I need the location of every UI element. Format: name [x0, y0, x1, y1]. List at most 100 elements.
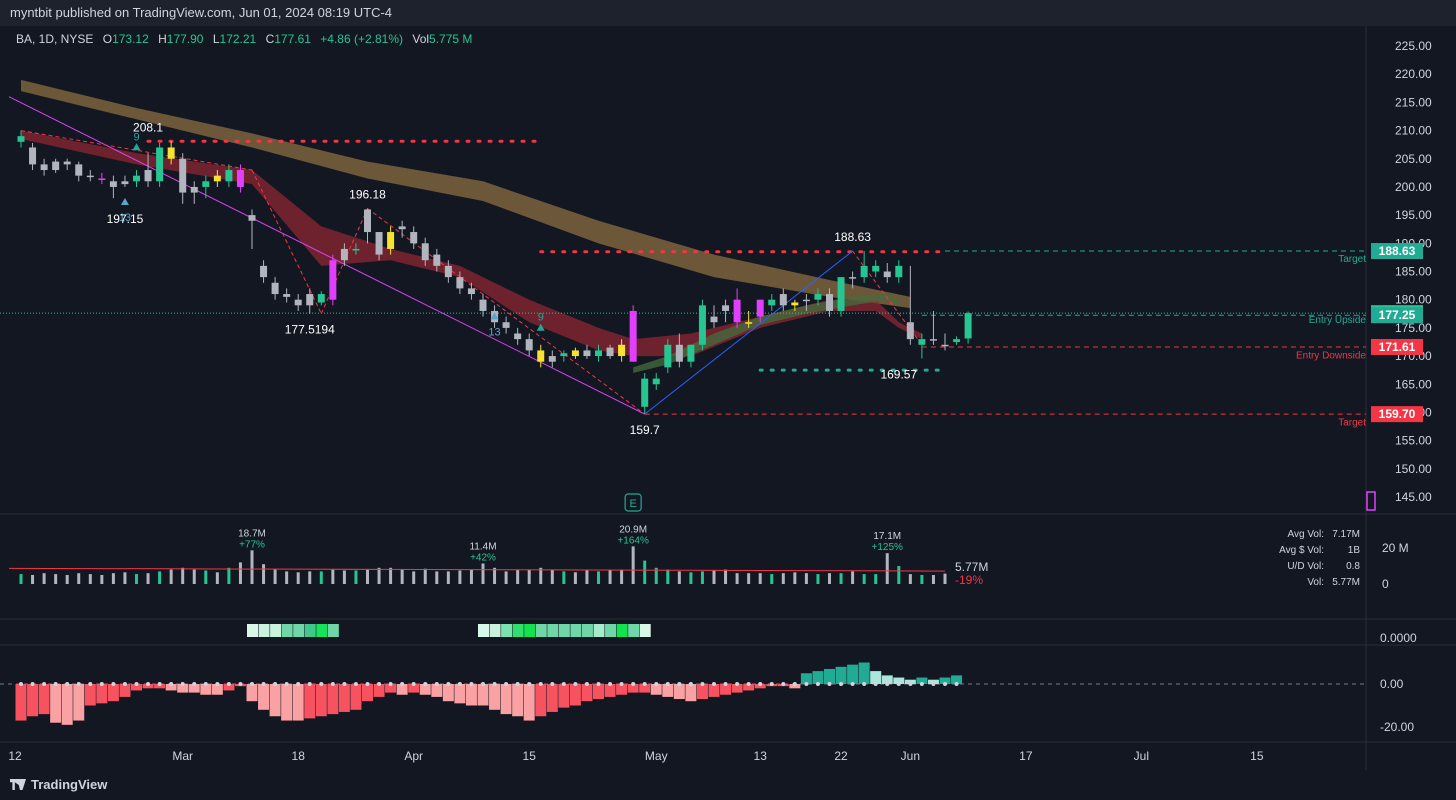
squeeze-dot — [122, 682, 127, 686]
candle-body[interactable] — [849, 277, 857, 279]
volume-bar — [100, 575, 104, 584]
candle-body[interactable] — [410, 232, 418, 244]
candle-body[interactable] — [571, 350, 579, 357]
candle-body[interactable] — [652, 378, 660, 385]
candle-body[interactable] — [329, 260, 337, 300]
candle-body[interactable] — [121, 181, 129, 185]
candle-body[interactable] — [75, 164, 83, 176]
squeeze-dot — [908, 682, 913, 686]
candle-body[interactable] — [791, 302, 799, 306]
candle-body[interactable] — [595, 350, 602, 357]
candle-body[interactable] — [352, 248, 360, 251]
candle-body[interactable] — [225, 170, 233, 182]
candle-body[interactable] — [202, 181, 210, 187]
candle-body[interactable] — [941, 344, 949, 347]
candle-body[interactable] — [514, 333, 522, 340]
candle-body[interactable] — [629, 310, 637, 362]
candle-body[interactable] — [502, 322, 510, 328]
candle-body[interactable] — [479, 299, 487, 311]
candle-body[interactable] — [109, 181, 117, 187]
oscillator-bar — [824, 668, 835, 684]
ohlc-legend: BA, 1D, NYSE O173.12 H177.90 L172.21 C17… — [16, 32, 478, 46]
candle-body[interactable] — [826, 294, 833, 311]
candle-body[interactable] — [583, 350, 591, 357]
candle-body[interactable] — [929, 339, 937, 341]
squeeze-dot — [481, 682, 485, 686]
candle-body[interactable] — [745, 322, 753, 324]
candle-body[interactable] — [52, 161, 60, 171]
candle-body[interactable] — [768, 299, 776, 306]
candle-body[interactable] — [271, 282, 279, 295]
candle-body[interactable] — [236, 170, 244, 187]
candle-body[interactable] — [179, 158, 187, 193]
squeeze-block — [616, 624, 628, 637]
candle-body[interactable] — [525, 339, 533, 351]
candle-body[interactable] — [537, 350, 545, 362]
oscillator-bar — [535, 684, 547, 717]
candle-body[interactable] — [86, 175, 94, 178]
candle-body[interactable] — [340, 248, 348, 261]
candle-body[interactable] — [895, 265, 903, 278]
candle-body[interactable] — [756, 299, 764, 317]
candle-body[interactable] — [698, 305, 706, 345]
time-axis-tick: 15 — [1250, 749, 1264, 763]
candle-body[interactable] — [29, 147, 37, 165]
candle-body[interactable] — [156, 147, 164, 182]
candle-body[interactable] — [213, 175, 221, 182]
candle-body[interactable] — [398, 226, 406, 230]
candle-body[interactable] — [133, 175, 140, 182]
candle-body[interactable] — [560, 353, 568, 357]
candle-body[interactable] — [675, 344, 683, 362]
candle-body[interactable] — [664, 344, 672, 368]
candle-body[interactable] — [641, 378, 649, 407]
symbol-label[interactable]: BA, 1D, NYSE — [16, 32, 94, 46]
candle-body[interactable] — [883, 271, 891, 278]
blue-trendline[interactable] — [644, 250, 853, 415]
candle-body[interactable] — [953, 339, 961, 342]
candle-body[interactable] — [260, 265, 268, 278]
ema-cloud-band — [21, 79, 911, 309]
candle-body[interactable] — [306, 294, 314, 306]
candle-body[interactable] — [190, 186, 198, 193]
tradingview-logo[interactable]: TradingView — [10, 777, 107, 792]
candle-body[interactable] — [722, 305, 730, 311]
candle-body[interactable] — [733, 299, 741, 323]
candle-body[interactable] — [872, 265, 880, 272]
candle-body[interactable] — [17, 136, 25, 142]
candle-body[interactable] — [98, 178, 106, 180]
candle-body[interactable] — [802, 299, 810, 302]
candle-body[interactable] — [837, 277, 845, 311]
candle-body[interactable] — [814, 294, 822, 300]
candle-body[interactable] — [964, 313, 972, 339]
earnings-marker[interactable] — [624, 493, 642, 512]
candle-body[interactable] — [779, 294, 787, 306]
candle-body[interactable] — [710, 316, 718, 323]
candle-body[interactable] — [444, 265, 452, 278]
candle-body[interactable] — [606, 347, 614, 357]
candle-body[interactable] — [40, 164, 48, 171]
oscillator-bar — [951, 675, 963, 684]
candle-body[interactable] — [548, 356, 556, 362]
candle-body[interactable] — [167, 147, 175, 159]
candle-body[interactable] — [283, 294, 291, 297]
candle-body[interactable] — [918, 339, 926, 345]
candle-body[interactable] — [433, 254, 441, 266]
candle-body[interactable] — [375, 232, 383, 255]
candle-body[interactable] — [317, 294, 325, 303]
candle-body[interactable] — [687, 344, 695, 362]
candle-body[interactable] — [387, 232, 395, 249]
candle-body[interactable] — [467, 288, 475, 295]
candle-body[interactable] — [906, 322, 914, 340]
oscillator-bar — [84, 684, 96, 706]
candle-body[interactable] — [456, 277, 464, 289]
candle-body[interactable] — [618, 344, 626, 357]
volume-bar — [400, 569, 404, 584]
price-chart[interactable]: 225.00220.00215.00210.00205.00200.00195.… — [0, 26, 1456, 770]
candle-body[interactable] — [63, 161, 71, 165]
candle-body[interactable] — [248, 215, 256, 221]
candle-body[interactable] — [364, 209, 371, 233]
candle-body[interactable] — [294, 299, 302, 306]
candle-body[interactable] — [860, 265, 868, 278]
candle-body[interactable] — [144, 170, 152, 182]
candle-body[interactable] — [421, 243, 429, 261]
